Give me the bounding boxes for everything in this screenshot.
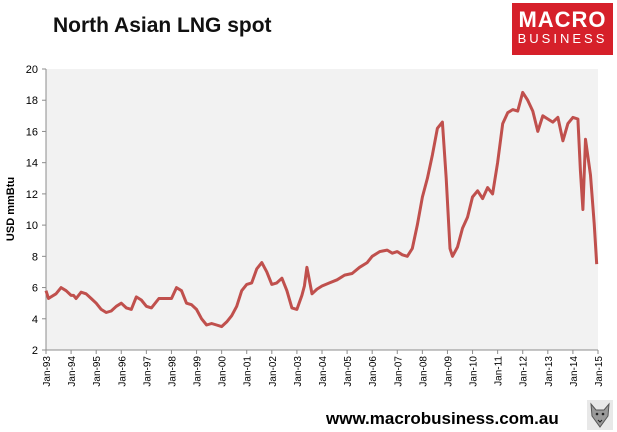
y-tick-label: 10 bbox=[26, 220, 38, 232]
x-tick-label: Jan-08 bbox=[418, 356, 429, 387]
x-tick-label: Jan-02 bbox=[268, 356, 279, 387]
x-tick-label: Jan-10 bbox=[469, 356, 480, 387]
x-tick-label: Jan-11 bbox=[494, 356, 505, 386]
wolf-mascot-icon bbox=[587, 400, 613, 430]
y-tick-label: 14 bbox=[26, 158, 38, 170]
y-tick-label: 6 bbox=[32, 283, 38, 295]
macrobusiness-logo: MACRO BUSINESS bbox=[512, 3, 613, 55]
x-tick-labels: Jan-93 Jan-94 Jan-95 Jan-96 Jan-97 Jan-98 Jan-… bbox=[42, 350, 605, 387]
x-tick-label: Jan-00 bbox=[218, 356, 229, 387]
x-tick-label: Jan-05 bbox=[343, 356, 354, 387]
lng-price-line bbox=[44, 90, 599, 329]
y-tick-labels: 2 4 6 8 10 12 14 16 18 20 bbox=[26, 64, 46, 357]
chart-title: North Asian LNG spot bbox=[53, 14, 272, 37]
x-tick-label: Jan-13 bbox=[544, 356, 555, 387]
x-tick-label: Jan-96 bbox=[117, 356, 128, 387]
logo-line-2: BUSINESS bbox=[517, 31, 608, 46]
footer-url: www.macrobusiness.com.au bbox=[326, 409, 559, 428]
x-tick-label: Jan-01 bbox=[243, 356, 254, 387]
y-tick-label: 18 bbox=[26, 95, 38, 107]
x-tick-label: Jan-15 bbox=[594, 356, 605, 387]
y-tick-label: 2 bbox=[32, 345, 38, 357]
x-tick-label: Jan-07 bbox=[393, 356, 404, 387]
y-tick-label: 16 bbox=[26, 126, 38, 138]
x-tick-label: Jan-03 bbox=[293, 356, 304, 387]
x-tick-label: Jan-14 bbox=[569, 356, 580, 387]
x-tick-label: Jan-93 bbox=[42, 356, 53, 387]
x-tick-label: Jan-98 bbox=[167, 356, 178, 387]
y-tick-label: 4 bbox=[32, 314, 38, 326]
x-tick-label: Jan-06 bbox=[368, 356, 379, 387]
logo-line-1: MACRO bbox=[518, 7, 607, 32]
x-tick-label: Jan-94 bbox=[67, 356, 78, 387]
y-tick-label: 8 bbox=[32, 251, 38, 263]
y-axis-label: USD mmBtu bbox=[5, 177, 17, 241]
x-tick-label: Jan-97 bbox=[142, 356, 153, 387]
y-tick-label: 12 bbox=[26, 189, 38, 201]
x-tick-label: Jan-09 bbox=[443, 356, 454, 387]
x-tick-label: Jan-12 bbox=[519, 356, 530, 387]
y-tick-label: 20 bbox=[26, 64, 38, 76]
x-tick-label: Jan-04 bbox=[318, 356, 329, 387]
x-tick-label: Jan-95 bbox=[92, 356, 103, 387]
x-tick-label: Jan-99 bbox=[193, 356, 204, 387]
